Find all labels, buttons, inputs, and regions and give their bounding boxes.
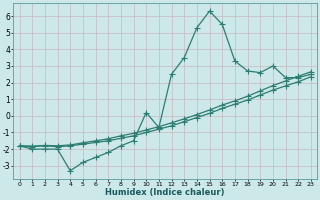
X-axis label: Humidex (Indice chaleur): Humidex (Indice chaleur) (106, 188, 225, 197)
